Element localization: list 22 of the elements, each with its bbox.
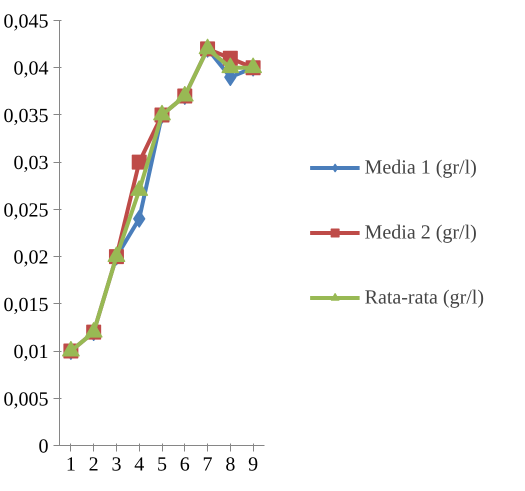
x-tick-label: 7: [202, 454, 213, 476]
y-tick-label: 0,005: [4, 388, 48, 410]
legend-label: Media 1 (gr/l): [364, 156, 477, 179]
x-tick-label: 3: [111, 454, 122, 476]
x-tick-label: 5: [157, 454, 167, 476]
y-tick-label: 0: [38, 436, 48, 458]
y-tick-label: 0,02: [14, 246, 48, 269]
y-tick-label: 0,03: [14, 152, 48, 174]
x-tick-label: 2: [88, 454, 99, 476]
legend-label: Rata-rata (gr/l): [364, 286, 484, 309]
legend-label: Media 2 (gr/l): [364, 221, 477, 244]
y-tick-label: 0,04: [14, 58, 48, 80]
y-tick-label: 0,025: [4, 199, 48, 222]
x-tick-label: 9: [248, 454, 258, 476]
x-tick-label: 1: [66, 454, 76, 476]
y-tick-label: 0,035: [4, 104, 48, 127]
y-tick-label: 0,015: [4, 294, 48, 316]
y-tick-label: 0,045: [4, 10, 48, 32]
x-tick-label: 8: [225, 454, 236, 476]
y-tick-label: 0,01: [14, 341, 48, 364]
x-tick-label: 6: [180, 454, 190, 476]
x-tick-label: 4: [134, 454, 144, 476]
